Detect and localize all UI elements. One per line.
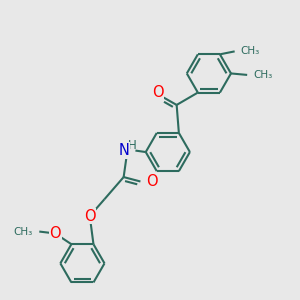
Text: O: O xyxy=(50,226,61,241)
Text: O: O xyxy=(152,85,164,100)
Text: O: O xyxy=(84,209,96,224)
Text: CH₃: CH₃ xyxy=(253,70,272,80)
Text: O: O xyxy=(146,174,158,189)
Text: N: N xyxy=(119,143,130,158)
Text: H: H xyxy=(128,139,136,152)
Text: CH₃: CH₃ xyxy=(241,46,260,56)
Text: CH₃: CH₃ xyxy=(13,226,32,237)
